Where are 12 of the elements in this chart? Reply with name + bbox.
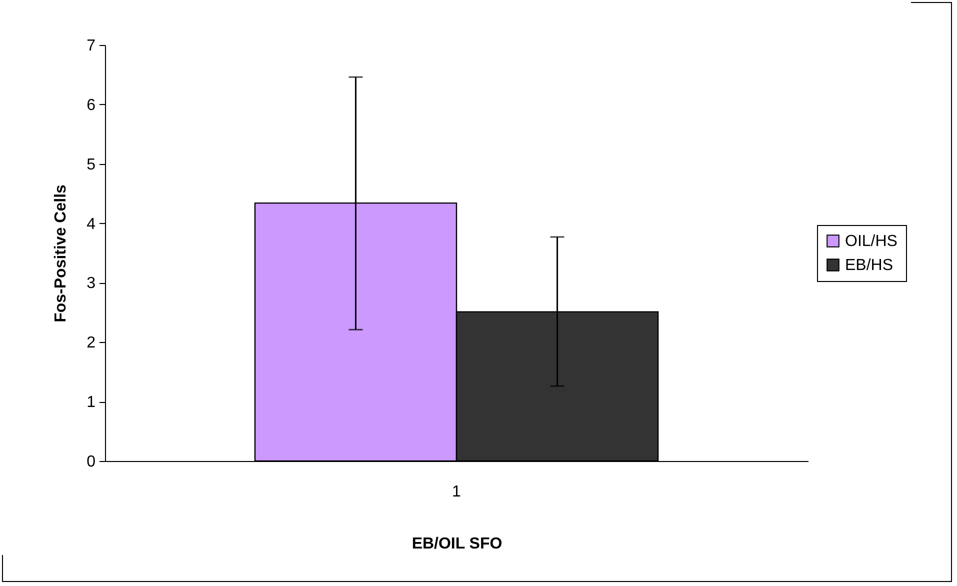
y-tick-label: 6 (86, 96, 96, 114)
x-axis-title: EB/OIL SFO (412, 536, 502, 552)
y-tick-label: 5 (86, 156, 96, 174)
y-tick-label: 7 (86, 38, 96, 54)
y-tick-label: 0 (86, 454, 96, 470)
y-tick-label: 1 (86, 394, 96, 412)
y-tick-label: 3 (86, 275, 96, 292)
y-tick-label: 4 (86, 216, 96, 233)
legend-label: EB/HS (845, 257, 894, 274)
legend-label: OIL/HS (845, 233, 898, 250)
y-tick-label: 2 (86, 334, 96, 352)
y-axis-title: Fos-Positive Cells (52, 184, 70, 322)
